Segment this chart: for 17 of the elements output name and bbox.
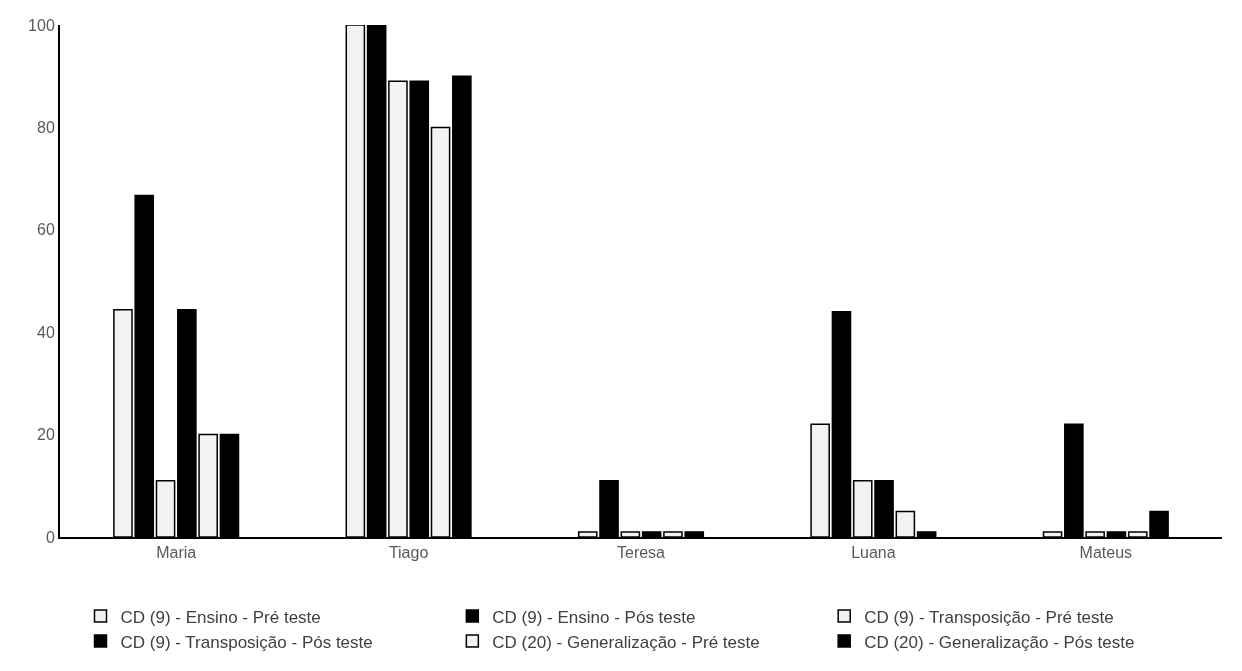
y-tick-label: 0 bbox=[45, 528, 55, 546]
x-tick-label: Mateus bbox=[1079, 544, 1133, 562]
y-tick-label: 40 bbox=[37, 323, 55, 341]
legend-label: CD (9) - Ensino - Pré teste bbox=[120, 607, 321, 627]
x-tick-label: Maria bbox=[156, 544, 197, 562]
x-tick-label: Luana bbox=[851, 544, 896, 562]
legend-label: CD (9) - Ensino - Pós teste bbox=[492, 607, 696, 627]
y-tick-label: 60 bbox=[37, 221, 55, 239]
y-tick-label: 20 bbox=[37, 426, 55, 444]
x-tick-label: Tiago bbox=[388, 544, 429, 562]
legend-label: CD (9) - Transposição - Pré teste bbox=[864, 607, 1114, 627]
y-tick-label: 80 bbox=[37, 119, 55, 136]
legend-label: CD (20) - Generalização - Pós teste bbox=[864, 632, 1135, 652]
legend-label: CD (20) - Generalização - Pré teste bbox=[492, 632, 760, 652]
x-tick-label: Teresa bbox=[616, 544, 666, 562]
y-tick-label: 100 bbox=[28, 16, 55, 34]
legend-label: CD (9) - Transposição - Pós teste bbox=[120, 632, 373, 652]
